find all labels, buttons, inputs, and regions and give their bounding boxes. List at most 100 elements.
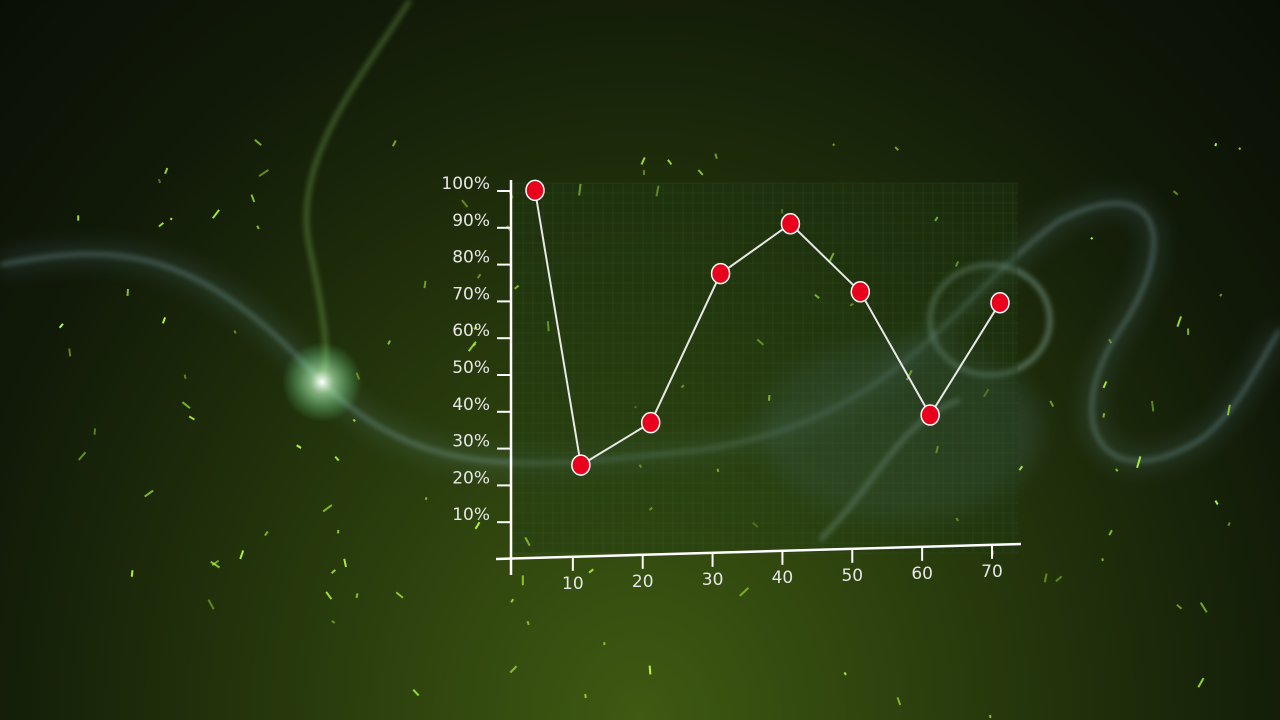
spark bbox=[264, 530, 269, 537]
spark bbox=[412, 688, 420, 697]
spark bbox=[343, 558, 347, 568]
spark bbox=[526, 620, 530, 626]
spark bbox=[1090, 236, 1094, 240]
spark bbox=[212, 209, 220, 219]
y-tick-label: 100% bbox=[441, 174, 490, 194]
x-tick-label: 40 bbox=[772, 568, 794, 588]
spark bbox=[1214, 500, 1219, 505]
spark bbox=[982, 388, 990, 398]
spark bbox=[474, 521, 481, 530]
spark bbox=[1176, 603, 1183, 610]
spark bbox=[395, 591, 404, 599]
spark bbox=[161, 317, 167, 324]
spark bbox=[352, 418, 356, 422]
spark bbox=[510, 598, 515, 603]
spark bbox=[256, 225, 260, 230]
y-tick-label: 90% bbox=[452, 211, 490, 231]
spark bbox=[144, 489, 154, 498]
spark bbox=[1102, 381, 1108, 389]
data-series bbox=[525, 179, 1010, 476]
spark bbox=[832, 143, 836, 147]
spark bbox=[1150, 400, 1155, 412]
y-tick-label: 60% bbox=[452, 321, 490, 341]
spark bbox=[1049, 400, 1055, 408]
spark bbox=[546, 321, 550, 332]
spark bbox=[638, 464, 643, 468]
spark bbox=[584, 693, 587, 699]
spark bbox=[233, 330, 237, 334]
spark bbox=[578, 183, 582, 196]
spark bbox=[514, 284, 520, 290]
spark bbox=[648, 506, 653, 511]
spark bbox=[1238, 147, 1242, 151]
series-line bbox=[534, 190, 1001, 467]
data-point bbox=[990, 291, 1010, 314]
spark bbox=[716, 468, 720, 473]
spark bbox=[603, 642, 606, 646]
y-tick-label: 40% bbox=[452, 395, 490, 415]
spark bbox=[1102, 413, 1106, 418]
spark bbox=[756, 338, 765, 346]
spark bbox=[207, 599, 215, 610]
spark bbox=[894, 146, 900, 151]
spark bbox=[181, 401, 191, 409]
spark bbox=[648, 665, 652, 675]
spark bbox=[828, 252, 835, 263]
x-tick-label: 30 bbox=[702, 570, 724, 590]
spark bbox=[521, 575, 524, 586]
x-tick-label: 20 bbox=[632, 572, 654, 592]
spark bbox=[254, 139, 262, 146]
chart-axes bbox=[495, 180, 1022, 575]
spark bbox=[843, 671, 847, 676]
spark bbox=[896, 697, 902, 706]
spark bbox=[93, 428, 97, 435]
x-tick-label: 70 bbox=[981, 562, 1003, 582]
spark bbox=[169, 217, 173, 221]
y-axis-ticks: 10% 20% 30% 40% 50% 60% 70% 80% 90% 100% bbox=[441, 174, 511, 525]
spark bbox=[1199, 602, 1208, 613]
spark bbox=[391, 140, 397, 147]
spark bbox=[680, 384, 685, 389]
spark bbox=[476, 273, 482, 279]
y-tick-label: 80% bbox=[452, 248, 490, 268]
spark bbox=[322, 504, 333, 513]
spark bbox=[509, 665, 518, 674]
data-point bbox=[780, 213, 801, 235]
spark bbox=[935, 445, 939, 454]
spark bbox=[424, 496, 428, 501]
data-point bbox=[640, 411, 661, 434]
spark bbox=[640, 157, 646, 165]
x-tick-label: 50 bbox=[841, 566, 863, 586]
spark bbox=[1101, 558, 1104, 562]
spark bbox=[336, 529, 340, 534]
spark bbox=[524, 536, 531, 547]
spark bbox=[1108, 338, 1113, 344]
spark bbox=[387, 340, 392, 345]
spark bbox=[250, 194, 256, 203]
lens-flare bbox=[282, 342, 362, 422]
data-point bbox=[850, 281, 871, 303]
spark bbox=[905, 370, 913, 381]
spark bbox=[158, 222, 165, 228]
spark bbox=[697, 169, 704, 176]
spark bbox=[642, 170, 646, 175]
spark bbox=[423, 280, 427, 289]
chart-grid bbox=[512, 182, 1018, 554]
spark bbox=[355, 372, 361, 380]
spark bbox=[634, 405, 637, 409]
spark bbox=[58, 323, 64, 329]
spark bbox=[325, 591, 333, 600]
spark bbox=[1227, 522, 1231, 527]
plot-area bbox=[513, 183, 1018, 553]
spark bbox=[667, 159, 673, 166]
spark bbox=[330, 569, 337, 574]
spark bbox=[77, 451, 87, 461]
spark bbox=[1197, 677, 1205, 688]
spark bbox=[1219, 293, 1223, 297]
spark bbox=[296, 444, 302, 449]
spark bbox=[955, 517, 960, 522]
spark bbox=[126, 288, 129, 297]
spark bbox=[210, 560, 221, 569]
y-tick-label: 30% bbox=[452, 432, 490, 452]
